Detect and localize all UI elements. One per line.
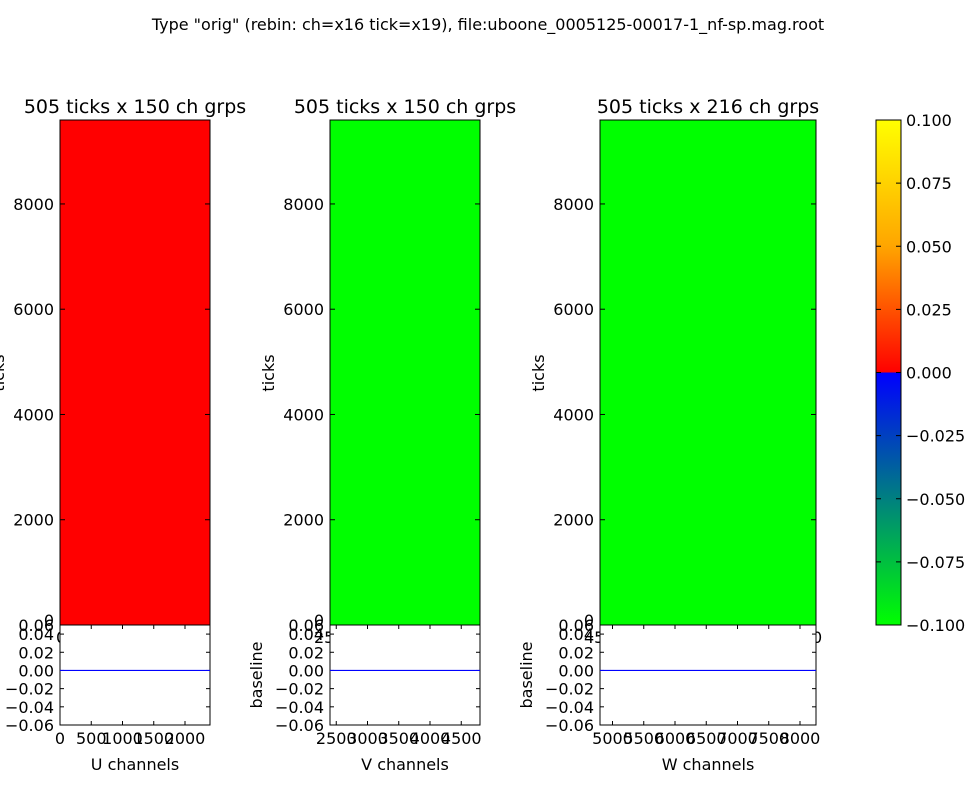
x-tick-label: 0: [55, 729, 65, 748]
y-tick-label: 0: [584, 611, 594, 630]
y-tick-label: −0.02: [545, 680, 594, 699]
x-tick-label: 7500: [748, 729, 789, 748]
y-tick-label: 0.04: [288, 625, 324, 644]
y-axis-label: baseline: [247, 641, 266, 708]
baseline-w-panel: [599, 624, 817, 726]
heatmap-v-image: [329, 119, 481, 626]
x-tick-label: 2000: [165, 729, 206, 748]
heatmap-w-image: [599, 119, 817, 626]
x-axis-label: U channels: [91, 755, 179, 774]
x-tick-label: 3000: [347, 729, 388, 748]
y-tick-label: −0.02: [5, 680, 54, 699]
y-tick-label: −0.04: [545, 698, 594, 717]
y-tick-label: −0.06: [5, 716, 54, 735]
x-tick-label: 1500: [133, 729, 174, 748]
y-axis-label: ticks: [259, 354, 278, 391]
y-tick-label: 2000: [553, 511, 594, 530]
x-tick-label: 6500: [686, 729, 727, 748]
heatmap-title: 505 ticks x 150 ch grps: [294, 96, 516, 118]
x-tick-label: 0: [812, 628, 822, 647]
colorbar-tick-label: 0.025: [906, 300, 952, 319]
y-axis-label: baseline: [517, 641, 536, 708]
x-tick-label: 6000: [655, 729, 696, 748]
y-tick-label: 4000: [553, 405, 594, 424]
y-tick-label: 8000: [553, 195, 594, 214]
y-tick-label: 0.06: [288, 616, 324, 635]
x-tick-label: 5500: [623, 729, 664, 748]
y-tick-label: 2000: [13, 511, 54, 530]
y-tick-label: −0.04: [275, 698, 324, 717]
x-tick-label: 7000: [717, 729, 758, 748]
y-tick-label: 6000: [283, 300, 324, 319]
y-tick-label: 0.04: [18, 625, 54, 644]
x-tick-label: 5000: [592, 729, 633, 748]
y-tick-label: −0.06: [545, 716, 594, 735]
plots: 505 ticks x 150 ch grps 0 2000 4000 6000 8000…: [0, 96, 965, 774]
x-tick-label: 4000: [410, 729, 451, 748]
y-tick-label: 0.02: [288, 643, 324, 662]
y-tick-label: 0: [44, 611, 54, 630]
figure-title: Type "orig" (rebin: ch=x16 tick=x19), fi…: [151, 15, 824, 35]
heatmap-title: 505 ticks x 150 ch grps: [24, 96, 246, 118]
x-tick-label: 1000: [102, 729, 143, 748]
y-tick-label: 0.04: [558, 625, 594, 644]
x-tick-label: 25: [314, 628, 334, 647]
x-axis-label: W channels: [662, 755, 755, 774]
y-axis-label: ticks: [0, 354, 8, 391]
y-tick-label: 0.06: [558, 616, 594, 635]
x-tick-label: 45: [584, 628, 604, 647]
x-tick-label: 8000: [780, 729, 821, 748]
x-axis-label: V channels: [361, 755, 449, 774]
colorbar-tick-label: 0.000: [906, 364, 952, 383]
y-tick-label: 4000: [13, 405, 54, 424]
y-tick-label: 6000: [13, 300, 54, 319]
colorbar-tick-label: −0.050: [906, 490, 965, 509]
colorbar-tick-label: 0.050: [906, 237, 952, 256]
y-tick-label: 8000: [13, 195, 54, 214]
y-tick-label: 6000: [553, 300, 594, 319]
x-tick-label: 3500: [378, 729, 419, 748]
y-tick-label: 0.00: [18, 661, 54, 680]
y-axis-label: ticks: [529, 354, 548, 391]
y-tick-label: −0.02: [275, 680, 324, 699]
x-tick-label: 4500: [441, 729, 482, 748]
x-tick-label: 2500: [316, 729, 357, 748]
colorbar-tick-label: 0.075: [906, 174, 952, 193]
y-tick-label: 4000: [283, 405, 324, 424]
y-tick-label: −0.04: [5, 698, 54, 717]
x-tick-label: 500: [76, 729, 107, 748]
baseline-v-panel: [329, 624, 481, 726]
colorbar-tick-label: 0.100: [906, 111, 952, 130]
y-tick-label: 0.02: [558, 643, 594, 662]
y-tick-label: 0.06: [18, 616, 54, 635]
y-tick-label: 0.00: [558, 661, 594, 680]
baseline-u-panel: [59, 624, 211, 726]
colorbar-tick-label: −0.100: [906, 616, 965, 635]
y-tick-label: 2000: [283, 511, 324, 530]
heatmap-u-image: [59, 119, 211, 626]
y-tick-label: 0.02: [18, 643, 54, 662]
y-tick-label: −0.06: [275, 716, 324, 735]
y-tick-label: 0.00: [288, 661, 324, 680]
colorbar-tick-label: −0.075: [906, 553, 965, 572]
heatmap-title: 505 ticks x 216 ch grps: [597, 96, 819, 118]
y-tick-label: 8000: [283, 195, 324, 214]
colorbar-tick-label: −0.025: [906, 427, 965, 446]
y-tick-label: 0: [314, 611, 324, 630]
